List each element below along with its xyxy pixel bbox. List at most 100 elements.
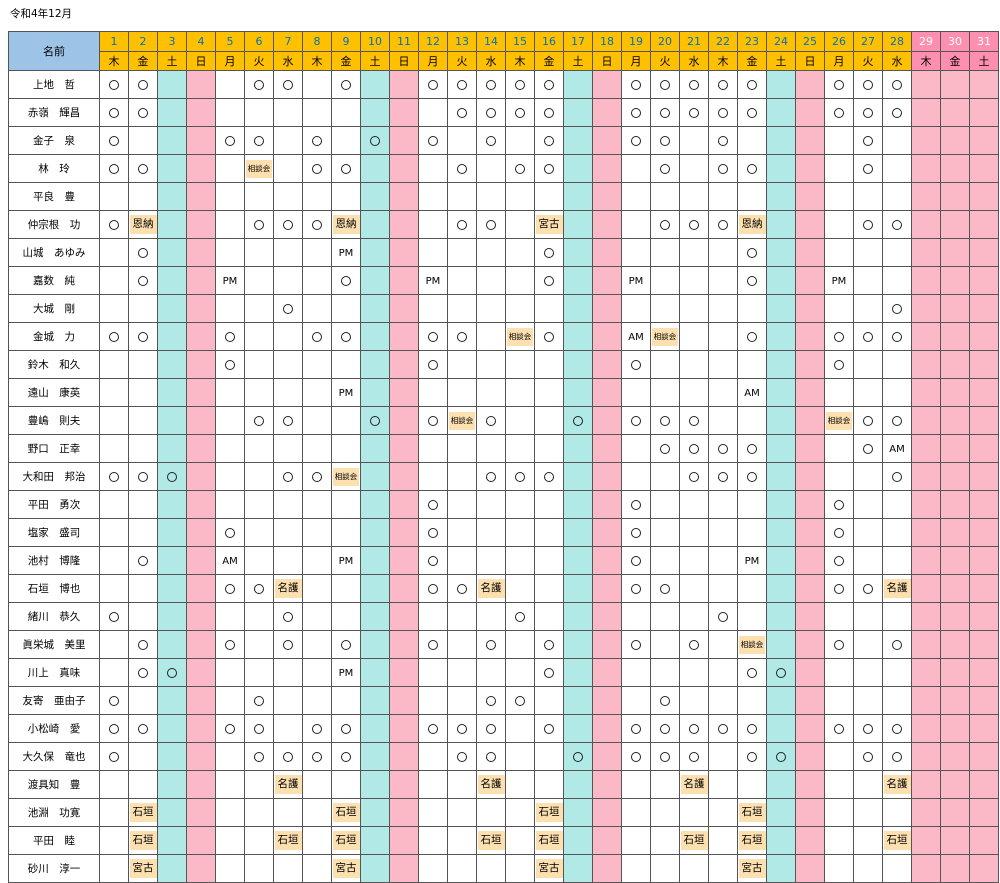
attendance-mark [718,107,728,118]
table-row: 鈴木 和久 [8,350,999,379]
schedule-cell [157,98,187,127]
schedule-cell [360,826,390,855]
schedule-cell [476,742,506,771]
schedule-cell [563,154,593,183]
schedule-cell [505,658,535,687]
schedule-cell [360,378,390,407]
schedule-cell [708,238,738,267]
attendance-mark [283,611,293,622]
attendance-mark [834,639,844,650]
schedule-cell: 石垣 [331,826,361,855]
schedule-cell [186,70,216,99]
schedule-cell [621,238,651,267]
schedule-cell [244,378,274,407]
schedule-cell [389,350,419,379]
schedule-cell [302,322,332,351]
schedule-cell [853,406,883,435]
attendance-mark [718,611,728,622]
table-row: 遠山 康英 PM AM [8,378,999,407]
schedule-cell [273,126,303,155]
schedule-cell: 名護 [679,770,709,799]
schedule-cell [737,294,767,323]
schedule-cell: PM [215,266,245,295]
schedule-cell [911,182,941,211]
schedule-cell [795,210,825,239]
attendance-mark [341,331,351,342]
schedule-cell [766,322,796,351]
attendance-mark [254,415,264,426]
attendance-mark [718,163,728,174]
attendance-mark [689,723,699,734]
schedule-cell [273,70,303,99]
schedule-cell [128,602,158,631]
date-header: 1 [99,31,129,52]
attendance-mark [863,415,873,426]
person-name: 金子 泉 [8,126,100,155]
schedule-cell [157,406,187,435]
schedule-cell [940,98,970,127]
schedule-cell [157,182,187,211]
schedule-cell [505,434,535,463]
schedule-cell [621,770,651,799]
attendance-mark [312,471,322,482]
schedule-cell [215,182,245,211]
schedule-cell [853,658,883,687]
schedule-cell [360,294,390,323]
schedule-body: 上地 哲赤嶺 輝昌 金子 泉林 玲相談会 平良 豊仲宗根 功恩納 恩納 宮古 恩納 山城 あ… [8,70,999,883]
schedule-cell [563,854,593,883]
attendance-mark [486,135,496,146]
schedule-cell [650,798,680,827]
date-header: 20 [650,31,680,52]
schedule-cell [882,798,912,827]
schedule-cell [795,742,825,771]
attendance-mark [544,639,554,650]
schedule-cell [215,462,245,491]
schedule-cell: 恩納 [331,210,361,239]
schedule-cell [389,406,419,435]
person-name: 平良 豊 [8,182,100,211]
attendance-mark [689,443,699,454]
schedule-cell [940,350,970,379]
location-tag: 石垣 [477,831,505,850]
weekday-header: 土 [157,51,187,71]
date-header: 26 [824,31,854,52]
schedule-cell [795,98,825,127]
schedule-cell [940,546,970,575]
attendance-mark [138,79,148,90]
attendance-mark [834,583,844,594]
schedule-cell [476,406,506,435]
schedule-cell [215,518,245,547]
schedule-cell [186,686,216,715]
schedule-cell [157,574,187,603]
schedule-cell [592,70,622,99]
schedule-cell [795,70,825,99]
schedule-cell [708,518,738,547]
schedule-cell [795,602,825,631]
location-tag: 名護 [477,579,505,598]
schedule-cell: PM [621,266,651,295]
schedule-cell [969,434,999,463]
schedule-cell: 石垣 [331,798,361,827]
schedule-cell [940,70,970,99]
schedule-cell [505,126,535,155]
schedule-cell [476,686,506,715]
attendance-mark [892,751,902,762]
attendance-mark [892,107,902,118]
schedule-cell [157,518,187,547]
schedule-cell [505,154,535,183]
schedule-cell [302,490,332,519]
schedule-cell [621,686,651,715]
schedule-cell [563,126,593,155]
schedule-cell [128,378,158,407]
table-row: 赤嶺 輝昌 [8,98,999,127]
attendance-mark [428,135,438,146]
schedule-cell [302,98,332,127]
schedule-cell [795,154,825,183]
schedule-cell [128,658,158,687]
schedule-cell [476,210,506,239]
attendance-mark [457,331,467,342]
schedule-cell [389,434,419,463]
person-name: 鈴木 和久 [8,350,100,379]
schedule-cell [650,742,680,771]
schedule-cell [302,518,332,547]
